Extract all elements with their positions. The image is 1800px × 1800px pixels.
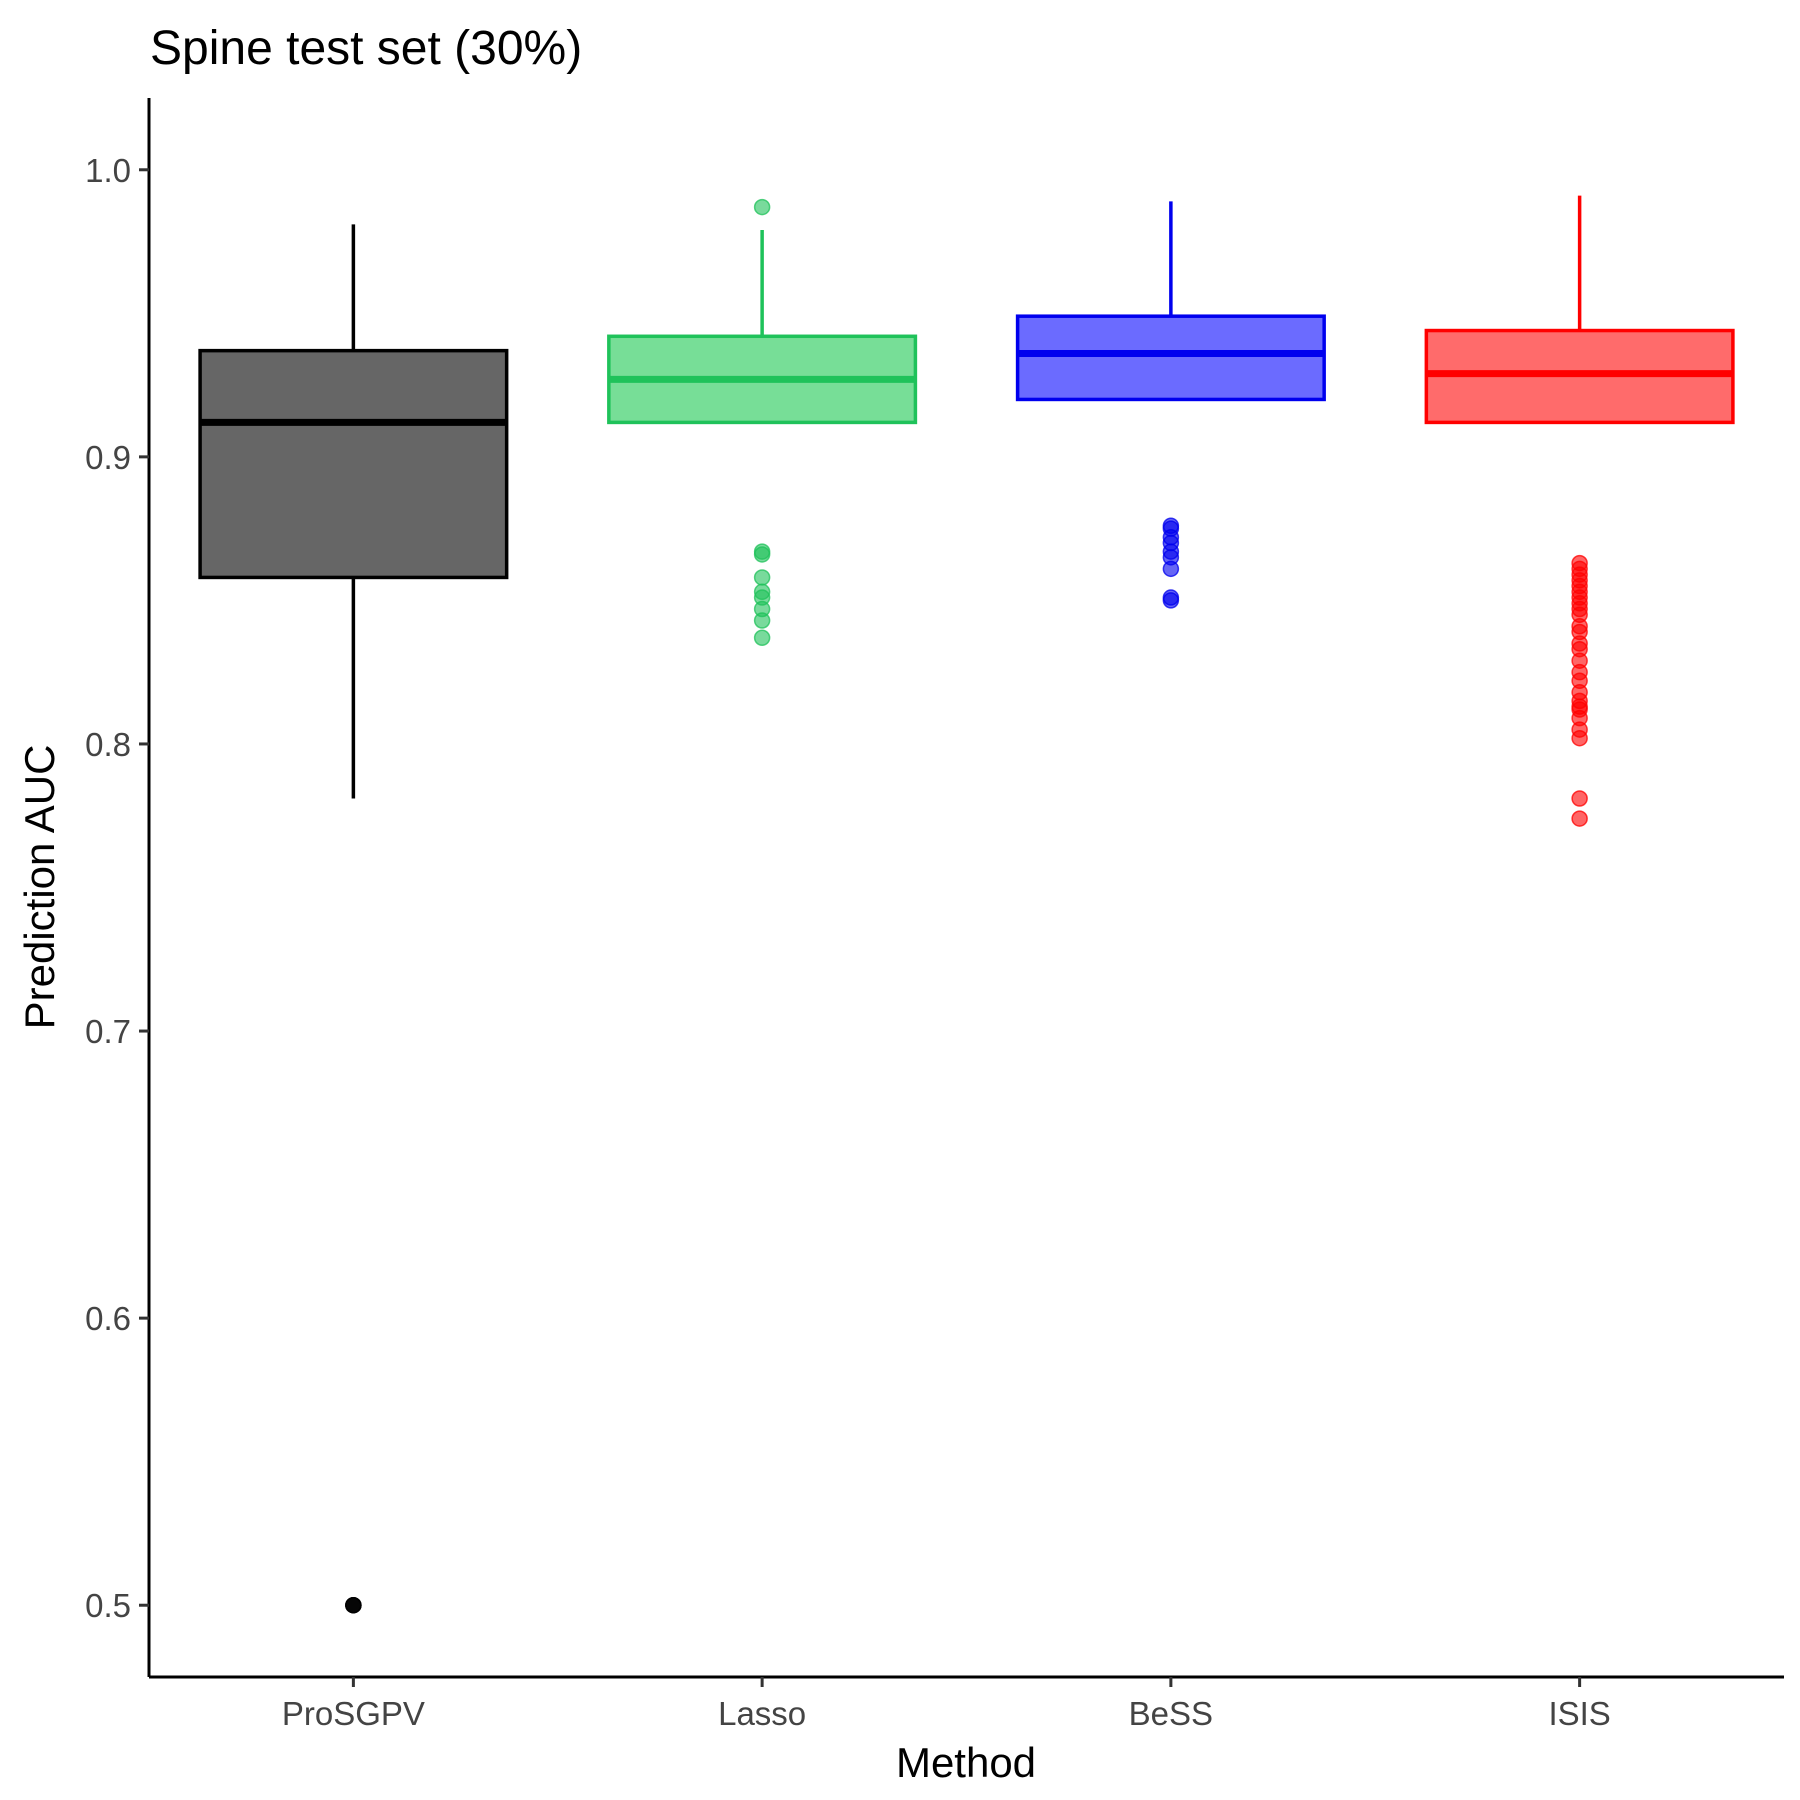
x-axis-ticks: ProSGPV Lasso BeSS ISIS [282, 1677, 1611, 1732]
box [198, 348, 509, 580]
outlier-point [753, 629, 771, 646]
box-group-isis [1424, 195, 1735, 827]
y-tick-label: 0.9 [85, 439, 131, 476]
chart-title: Spine test set (30%) [150, 22, 582, 75]
outlier-point [1571, 790, 1588, 807]
box-group-lasso [607, 198, 918, 646]
y-tick-label: 1.0 [85, 152, 131, 189]
y-tick-label: 0.8 [85, 726, 131, 763]
x-tick-label: BeSS [1129, 1695, 1213, 1732]
y-tick-label: 0.6 [85, 1300, 131, 1337]
x-tick-label: ProSGPV [282, 1695, 425, 1732]
outlier-point [753, 612, 771, 629]
outlier-point [345, 1596, 362, 1614]
outlier-point [1571, 729, 1588, 747]
y-tick-label: 0.7 [85, 1013, 131, 1050]
y-axis-title: Prediction AUC [16, 745, 63, 1030]
x-axis-title: Method [896, 1739, 1036, 1786]
y-tick-label: 0.5 [85, 1587, 131, 1624]
outlier-point [753, 569, 771, 586]
outlier-point [1162, 560, 1180, 578]
box-group-bess [1015, 201, 1326, 609]
x-tick-label: Lasso [718, 1695, 806, 1732]
y-axis-ticks: 0.5 0.6 0.7 0.8 0.9 1.0 [85, 152, 149, 1624]
boxes-layer [198, 195, 1735, 1614]
outlier-point [753, 198, 771, 216]
outlier-point [1162, 592, 1180, 609]
box-group-prosgpv [198, 224, 509, 1614]
x-tick-label: ISIS [1548, 1695, 1610, 1732]
outlier-point [753, 546, 771, 563]
outlier-point [1571, 810, 1588, 827]
box [1015, 314, 1326, 402]
